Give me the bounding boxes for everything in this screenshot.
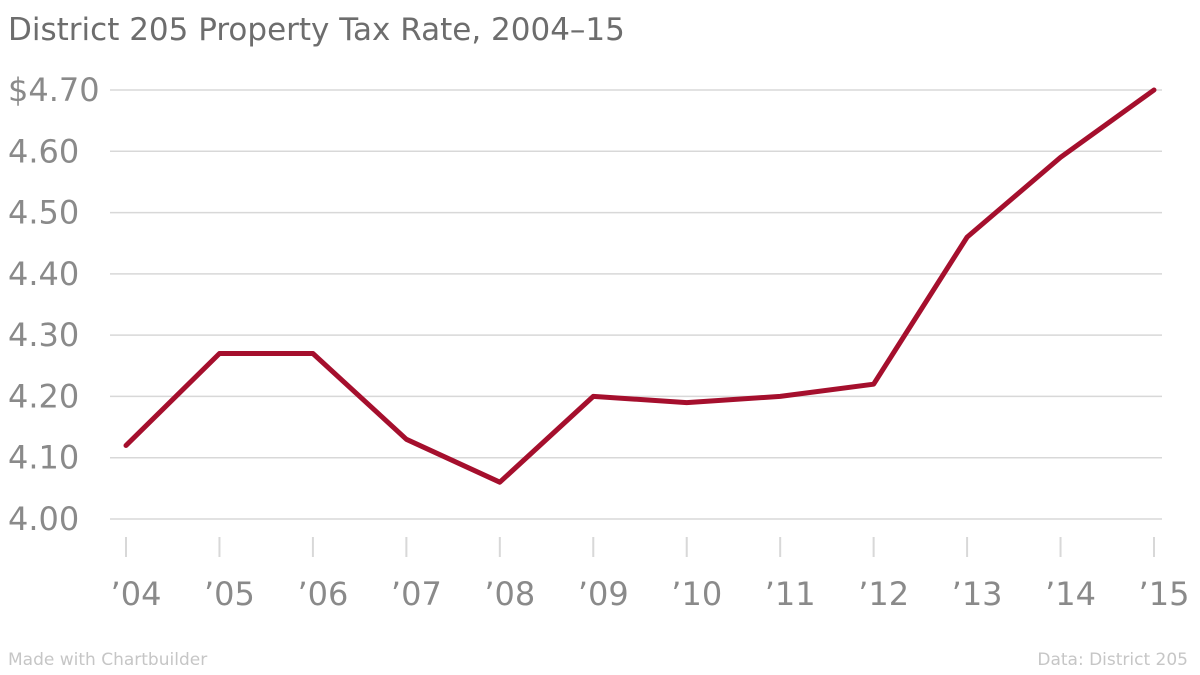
y-tick-label: 4.40 (8, 255, 79, 293)
y-tick-label: $4.70 (8, 71, 100, 109)
x-tick-label: ’06 (297, 575, 348, 613)
chartbuilder-credit: Made with Chartbuilder (8, 650, 208, 670)
x-tick-label: ’11 (765, 575, 816, 613)
gridlines (110, 89, 1162, 520)
x-tick-label: ’09 (578, 575, 629, 613)
x-tick-label: ’12 (858, 575, 909, 613)
series-lines (123, 87, 1157, 485)
y-tick-label: 4.00 (8, 500, 79, 538)
x-axis-labels: ’04 ’05 ’06 ’07 ’08 ’09 ’10 ’11 ’12 ’13 ’14 ’15 (111, 575, 1190, 613)
x-tick-label: ’04 (111, 575, 162, 613)
x-tick-label: ’08 (484, 575, 535, 613)
x-tick-label: ’15 (1139, 575, 1190, 613)
y-tick-label: 4.50 (8, 194, 79, 232)
x-tick-label: ’05 (204, 575, 255, 613)
y-tick-label: 4.60 (8, 132, 79, 170)
chart-title: District 205 Property Tax Rate, 2004–15 (8, 12, 625, 48)
x-tick-label: ’13 (952, 575, 1003, 613)
x-axis-tickmarks (125, 537, 1155, 557)
y-tick-label: 4.10 (8, 439, 79, 477)
x-tick-label: ’14 (1045, 575, 1096, 613)
x-tick-label: ’10 (671, 575, 722, 613)
y-tick-label: 4.20 (8, 377, 79, 415)
x-tick-label: ’07 (391, 575, 442, 613)
data-source: Data: District 205 (1037, 650, 1188, 670)
y-axis-labels: 4.00 4.10 4.20 4.30 4.40 4.50 4.60 $4.70 (8, 71, 100, 538)
series-line (123, 87, 1157, 485)
y-tick-label: 4.30 (8, 316, 79, 354)
